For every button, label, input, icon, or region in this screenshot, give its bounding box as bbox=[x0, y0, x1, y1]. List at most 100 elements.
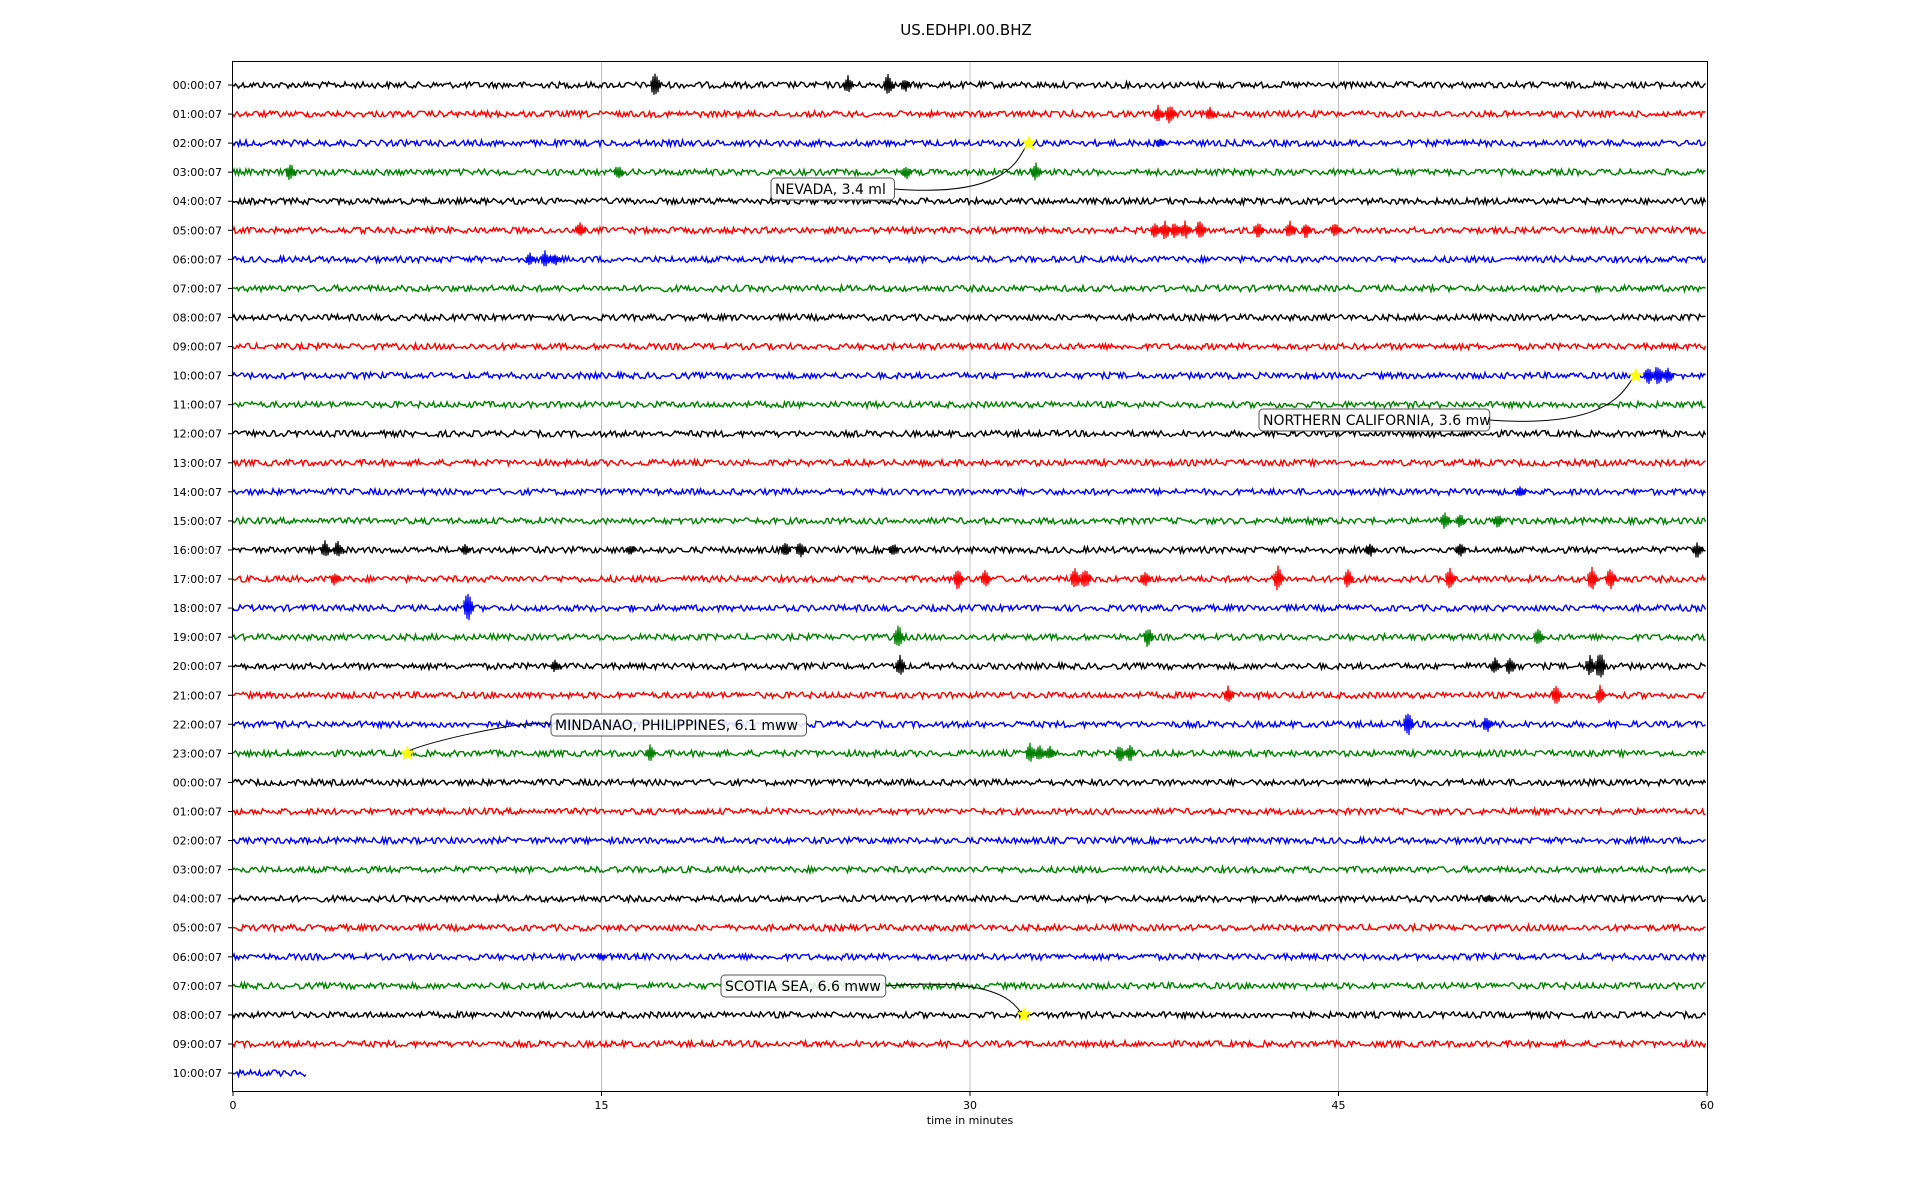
event-connector bbox=[894, 142, 1030, 191]
row-labels: 00:00:07 01:00:07 02:00:07 03:00:07 04:00:07… bbox=[173, 79, 233, 1080]
row-label: 14:00:07 bbox=[173, 486, 222, 499]
trace-burst bbox=[1482, 717, 1494, 732]
row-label: 04:00:07 bbox=[173, 893, 222, 906]
row-label: 10:00:07 bbox=[173, 1067, 222, 1080]
event-label-box bbox=[720, 974, 887, 998]
row-label: 19:00:07 bbox=[173, 631, 222, 644]
trace-burst bbox=[1533, 629, 1545, 645]
trace-burst bbox=[1253, 223, 1265, 238]
row-label: 16:00:07 bbox=[173, 544, 222, 557]
trace-row bbox=[232, 544, 1706, 556]
trace-burst bbox=[1440, 512, 1452, 529]
trace-row bbox=[232, 573, 1707, 585]
trace-row bbox=[232, 805, 1706, 817]
trace-burst bbox=[460, 544, 472, 555]
trace-row bbox=[232, 79, 1706, 91]
trace-burst bbox=[1505, 658, 1517, 674]
trace-burst bbox=[953, 570, 965, 590]
x-tick-label: 0 bbox=[230, 1099, 237, 1112]
row-label: 15:00:07 bbox=[173, 515, 222, 528]
event-label: NORTHERN CALIFORNIA, 3.6 mw bbox=[1263, 413, 1491, 429]
trace-burst bbox=[1692, 542, 1704, 558]
trace-burst bbox=[1455, 514, 1467, 528]
trace-row bbox=[232, 776, 1707, 789]
row-label: 17:00:07 bbox=[173, 573, 222, 586]
x-tick-label: 60 bbox=[1700, 1099, 1714, 1112]
row-label: 00:00:07 bbox=[173, 776, 222, 789]
trace-burst bbox=[1070, 568, 1082, 588]
trace-burst bbox=[625, 545, 637, 555]
event-label: NEVADA, 3.4 ml bbox=[775, 182, 886, 198]
trace-burst bbox=[1125, 745, 1137, 761]
trace-burst bbox=[1653, 367, 1665, 385]
event-label: MINDANAO, PHILIPPINES, 6.1 mww bbox=[555, 718, 798, 734]
trace-burst bbox=[645, 744, 657, 761]
trace-burst bbox=[893, 625, 905, 647]
trace-burst bbox=[1343, 569, 1355, 588]
trace-burst bbox=[980, 569, 992, 587]
trace-burst bbox=[550, 659, 562, 672]
trace-burst bbox=[285, 164, 297, 180]
trace-burst bbox=[550, 254, 562, 266]
x-tick-label: 45 bbox=[1332, 1099, 1346, 1112]
trace-burst bbox=[883, 73, 895, 94]
trace-burst bbox=[613, 166, 625, 179]
row-label: 00:00:07 bbox=[173, 79, 222, 92]
trace-burst bbox=[1180, 220, 1192, 239]
trace-burst bbox=[1515, 486, 1527, 497]
trace-row bbox=[232, 515, 1707, 527]
trace-row bbox=[232, 428, 1707, 440]
trace-burst bbox=[1031, 162, 1043, 181]
row-label: 03:00:07 bbox=[173, 864, 222, 877]
trace-burst bbox=[1455, 543, 1467, 557]
trace-row bbox=[232, 166, 1706, 178]
trace-burst bbox=[1025, 742, 1037, 762]
row-label: 13:00:07 bbox=[173, 457, 222, 470]
trace-burst bbox=[1403, 713, 1415, 736]
row-label: 04:00:07 bbox=[173, 195, 222, 208]
row-label: 21:00:07 bbox=[173, 689, 222, 702]
trace-burst bbox=[1155, 139, 1167, 147]
trace-burst bbox=[1643, 368, 1655, 385]
trace-burst bbox=[1595, 684, 1607, 704]
trace-row bbox=[232, 340, 1707, 353]
trace-burst bbox=[1330, 224, 1342, 237]
trace-row bbox=[232, 1068, 307, 1079]
trace-burst bbox=[1035, 745, 1047, 760]
trace-row bbox=[232, 747, 1706, 760]
x-tick-label: 30 bbox=[963, 1099, 977, 1112]
trace-burst bbox=[1605, 569, 1617, 590]
trace-burst bbox=[575, 222, 587, 236]
row-label: 09:00:07 bbox=[173, 341, 222, 354]
trace-row bbox=[232, 892, 1707, 905]
trace-row bbox=[232, 834, 1706, 847]
trace-burst bbox=[1493, 515, 1505, 528]
row-label: 06:00:07 bbox=[173, 253, 222, 266]
trace-burst bbox=[1195, 221, 1207, 238]
traces bbox=[232, 73, 1707, 1079]
trace-burst bbox=[596, 953, 608, 961]
trace-row bbox=[233, 922, 1706, 934]
trace-burst bbox=[1595, 654, 1607, 678]
trace-burst bbox=[333, 540, 345, 557]
row-label: 12:00:07 bbox=[173, 428, 222, 441]
trace-burst bbox=[1223, 685, 1235, 702]
trace-row bbox=[232, 137, 1707, 149]
trace-row bbox=[232, 399, 1706, 411]
trace-burst bbox=[1153, 104, 1165, 122]
row-label: 22:00:07 bbox=[173, 718, 222, 731]
row-label: 01:00:07 bbox=[173, 806, 222, 819]
trace-burst bbox=[1273, 565, 1285, 591]
event-connector bbox=[1489, 375, 1637, 422]
trace-burst bbox=[1160, 220, 1172, 240]
x-tick-label: 15 bbox=[595, 1099, 609, 1112]
row-label: 03:00:07 bbox=[173, 166, 222, 179]
trace-row bbox=[232, 195, 1707, 207]
trace-burst bbox=[1140, 572, 1152, 587]
trace-row bbox=[232, 863, 1706, 876]
row-label: 01:00:07 bbox=[173, 108, 222, 121]
row-label: 20:00:07 bbox=[173, 660, 222, 673]
event-star-marker bbox=[1021, 134, 1037, 150]
trace-row bbox=[232, 951, 1707, 963]
